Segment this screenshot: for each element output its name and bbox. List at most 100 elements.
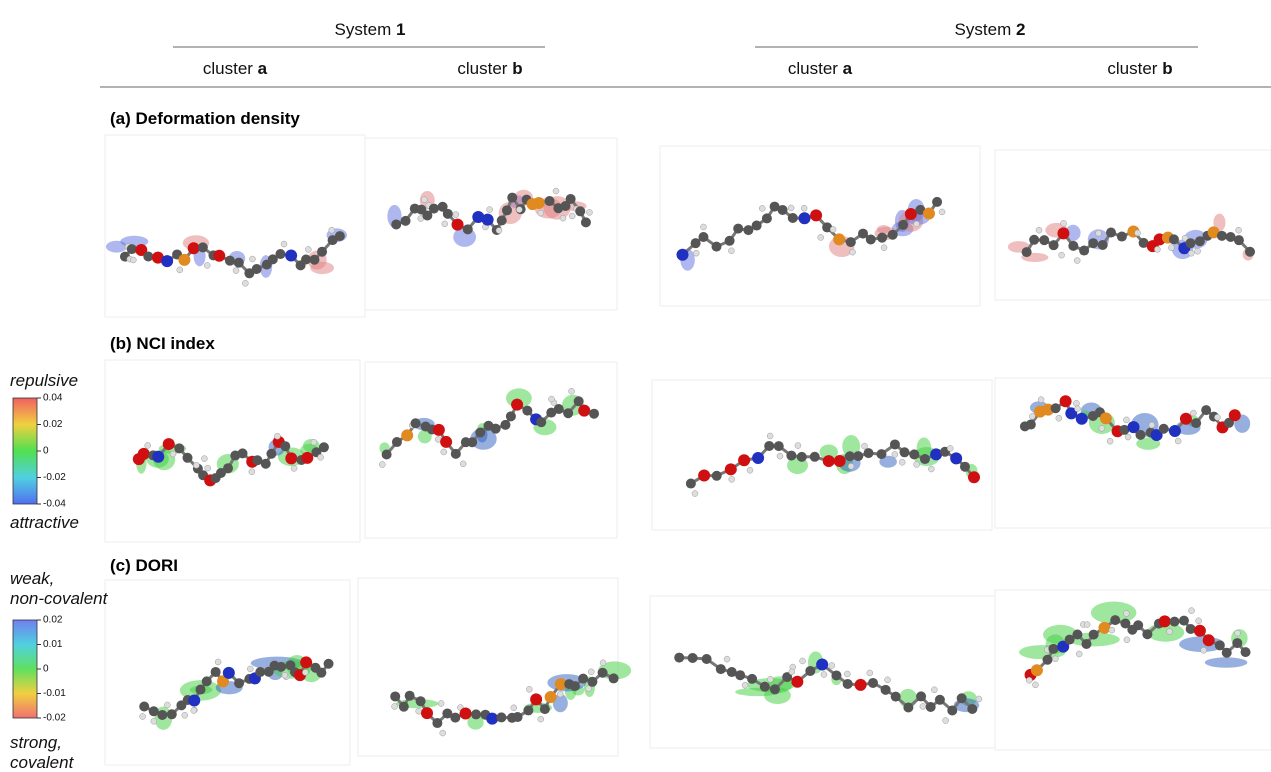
row-label: (c) DORI	[110, 556, 178, 575]
atom	[223, 667, 235, 679]
colorbar	[13, 398, 37, 504]
hydrogen	[249, 469, 255, 475]
hydrogen	[767, 676, 773, 682]
atom	[391, 219, 401, 229]
atom	[1241, 647, 1251, 657]
atom	[1049, 240, 1059, 250]
hydrogen	[920, 703, 926, 709]
hydrogen	[1032, 682, 1038, 688]
atom	[411, 418, 421, 428]
molecule-image	[358, 578, 631, 756]
hydrogen	[867, 670, 873, 676]
atom	[1068, 241, 1078, 251]
hydrogen	[586, 686, 592, 692]
colorbar-tick-label: 0.04	[43, 393, 63, 404]
hydrogen	[281, 241, 287, 247]
atom	[223, 463, 233, 473]
atom	[935, 695, 945, 705]
hydrogen	[569, 213, 575, 219]
cluster-label: cluster	[203, 59, 253, 78]
atom	[238, 448, 248, 458]
atom	[574, 396, 584, 406]
molecule-image	[365, 362, 617, 538]
atom	[533, 197, 545, 209]
hydrogen	[881, 245, 887, 251]
hydrogen	[1061, 220, 1067, 226]
atom	[797, 452, 807, 462]
atom	[570, 681, 580, 691]
atom	[1229, 409, 1241, 421]
panels	[105, 135, 1271, 765]
atom	[926, 702, 936, 712]
hydrogen	[453, 212, 459, 218]
atom	[716, 664, 726, 674]
atom	[1159, 615, 1171, 627]
hydrogen	[215, 659, 221, 665]
atom	[957, 693, 967, 703]
atom	[1043, 655, 1053, 665]
hydrogen	[1236, 227, 1242, 233]
atom	[877, 233, 887, 243]
atom	[774, 441, 784, 451]
atom	[390, 691, 400, 701]
molecule-image	[105, 360, 360, 542]
atom	[864, 448, 874, 458]
atom	[686, 479, 696, 489]
hydrogen	[193, 462, 199, 468]
atom	[1217, 231, 1227, 241]
hydrogen	[302, 669, 308, 675]
atom	[1072, 630, 1082, 640]
atom	[1089, 630, 1099, 640]
system-title: System 1	[335, 20, 406, 39]
hydrogen	[438, 700, 444, 706]
hydrogen	[496, 228, 502, 234]
isosurface	[877, 225, 891, 233]
isosurface	[1205, 657, 1248, 667]
hydrogen	[538, 716, 544, 722]
colorbar-label: strong,	[10, 733, 62, 752]
colorbar-tick-label: -0.02	[43, 713, 66, 724]
atom	[491, 424, 501, 434]
atom	[831, 670, 841, 680]
hydrogen	[885, 677, 891, 683]
atom	[511, 399, 523, 411]
hydrogen	[729, 476, 735, 482]
atom	[947, 706, 957, 716]
atom	[401, 429, 413, 441]
hydrogen	[1052, 656, 1058, 662]
atom	[1170, 617, 1180, 627]
hydrogen	[460, 461, 466, 467]
hydrogen	[140, 713, 146, 719]
atom	[163, 438, 175, 450]
hydrogen	[1149, 422, 1155, 428]
molecule-image	[995, 378, 1271, 528]
atom	[443, 209, 453, 219]
hydrogen	[170, 451, 176, 457]
atom	[843, 679, 853, 689]
atom	[450, 713, 460, 723]
hydrogen	[1036, 227, 1042, 233]
atom	[167, 709, 177, 719]
hydrogen	[976, 696, 982, 702]
atom	[1076, 413, 1088, 425]
atom	[152, 451, 164, 463]
colorbar-tick-label: 0	[43, 446, 49, 457]
atom	[127, 244, 137, 254]
atom	[711, 242, 721, 252]
hydrogen	[1196, 618, 1202, 624]
cluster-label: cluster	[1107, 59, 1157, 78]
atom	[319, 442, 329, 452]
hydrogen	[931, 687, 937, 693]
atom	[1088, 238, 1098, 248]
hydrogen	[233, 268, 239, 274]
atom	[497, 216, 507, 226]
hydrogen	[1154, 246, 1160, 252]
atom	[778, 205, 788, 215]
colorbar-label: non-covalent	[10, 589, 109, 608]
atom	[471, 709, 481, 719]
image-frame	[365, 362, 617, 538]
system-title: System 2	[955, 20, 1026, 39]
atom	[1179, 616, 1189, 626]
hydrogen	[724, 656, 730, 662]
hydrogen	[588, 669, 594, 675]
